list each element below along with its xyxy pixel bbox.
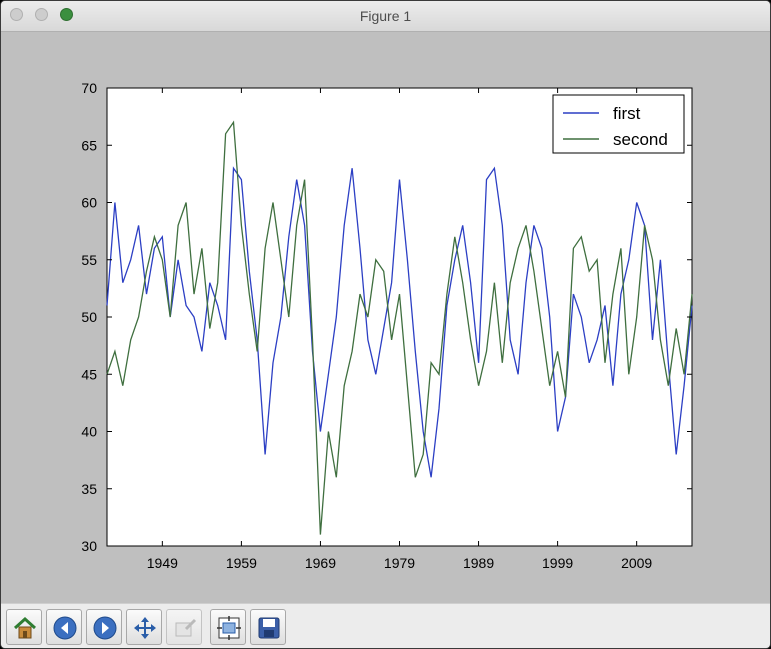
line-chart: 1949 1959 1969 1979 1989 1999 2009 30 35 40 45 50 5… [81, 80, 693, 571]
subplots-button[interactable] [210, 609, 246, 645]
x-tick-label: 1989 [463, 555, 494, 571]
minimize-window-button[interactable] [35, 8, 48, 21]
save-button[interactable] [250, 609, 286, 645]
zoom-button[interactable] [166, 609, 202, 645]
window-title: Figure 1 [359, 8, 412, 24]
legend: first second [552, 94, 685, 154]
plot-area [106, 87, 693, 547]
series-line-first [106, 166, 693, 478]
y-tick-label: 35 [81, 481, 97, 497]
save-icon [258, 617, 280, 639]
zoom-icon [175, 618, 197, 637]
x-tick-label: 1969 [305, 555, 336, 571]
x-tick-label: 1979 [384, 555, 415, 571]
y-axis: 30 35 40 45 50 55 60 65 70 [81, 80, 692, 554]
close-window-button[interactable] [10, 8, 23, 21]
figure-canvas[interactable]: 1949 1959 1969 1979 1989 1999 2009 30 35 40 45 50 5… [1, 32, 770, 603]
x-tick-label: 1959 [226, 555, 257, 571]
y-tick-label: 70 [81, 80, 97, 96]
series-line-second [106, 120, 693, 535]
y-tick-label: 45 [81, 366, 97, 382]
y-tick-label: 30 [81, 538, 97, 554]
title-bar: Figure 1 [1, 1, 770, 32]
zoom-window-button[interactable] [60, 8, 73, 21]
subplots-icon [217, 616, 241, 640]
legend-label-first: first [613, 104, 641, 123]
forward-icon [93, 616, 117, 640]
back-button[interactable] [46, 609, 82, 645]
legend-label-second: second [613, 130, 668, 149]
plot-lines [106, 120, 693, 535]
x-axis: 1949 1959 1969 1979 1989 1999 2009 [147, 88, 652, 571]
y-tick-label: 65 [81, 137, 97, 153]
y-tick-label: 50 [81, 309, 97, 325]
home-icon [13, 616, 37, 639]
back-icon [53, 616, 77, 640]
forward-button[interactable] [86, 609, 122, 645]
pan-icon [134, 617, 156, 639]
x-tick-label: 1999 [542, 555, 573, 571]
y-tick-label: 60 [81, 195, 97, 211]
y-tick-label: 40 [81, 424, 97, 440]
pan-button[interactable] [126, 609, 162, 645]
x-tick-label: 1949 [147, 555, 178, 571]
legend-box [552, 94, 685, 154]
y-tick-label: 55 [81, 252, 97, 268]
home-button[interactable] [6, 609, 42, 645]
navigation-toolbar [1, 603, 770, 648]
x-tick-label: 2009 [621, 555, 652, 571]
